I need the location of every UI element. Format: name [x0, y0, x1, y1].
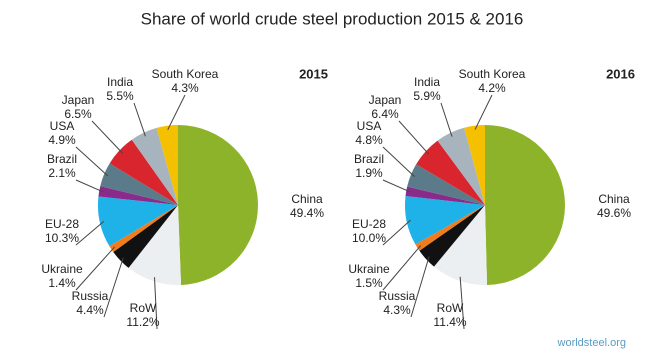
leader-line [154, 277, 158, 330]
pie-slice [156, 125, 178, 205]
leader-line [75, 146, 109, 177]
slice-value: 6.4% [371, 107, 399, 121]
slice-value: 4.8% [355, 133, 383, 147]
slice-label: Japan [62, 93, 95, 107]
pie-slice [100, 163, 178, 205]
pie-slice [405, 195, 485, 245]
slice-value: 10.3% [45, 231, 79, 245]
slice-value: 5.9% [413, 89, 441, 103]
slice-label: USA [357, 119, 382, 133]
pie-slice [434, 205, 488, 285]
slice-value: 2.1% [48, 166, 76, 180]
leader-line [459, 276, 465, 330]
slice-label: RoW [437, 301, 464, 315]
slice-label: Brazil [47, 152, 77, 166]
pie-slice [416, 140, 485, 205]
leader-line [167, 94, 186, 130]
source: worldsteel.org [557, 337, 626, 349]
leader-line [382, 219, 411, 246]
leader-line [75, 246, 115, 291]
slice-label: India [107, 75, 133, 89]
leader-line [382, 146, 415, 177]
slice-value: 6.5% [64, 107, 92, 121]
leader-line [382, 245, 422, 291]
pie-slice [131, 127, 178, 205]
slice-label: EU-28 [45, 217, 79, 231]
pie-slice [98, 186, 178, 205]
leader-line [75, 220, 105, 246]
slice-label: Brazil [354, 152, 384, 166]
pie-slice [485, 125, 565, 285]
slice-value: 1.5% [355, 276, 383, 290]
pie-slice [415, 205, 485, 251]
slice-label: China [598, 192, 630, 206]
slice-label: Russia [72, 289, 109, 303]
leader-line [91, 120, 123, 154]
slice-value: 49.6% [597, 206, 631, 220]
slice-value: 4.9% [48, 133, 76, 147]
slice-value: 4.3% [171, 81, 199, 95]
pie-slice [178, 125, 258, 285]
leader-line [133, 102, 146, 137]
slice-label: South Korea [152, 67, 219, 81]
pie-slice [419, 205, 485, 267]
slice-label: India [414, 75, 440, 89]
slice-label: China [291, 192, 323, 206]
pie-slice [437, 127, 485, 205]
pie-slice [405, 186, 485, 205]
slice-label: EU-28 [352, 217, 386, 231]
slice-label: South Korea [459, 67, 526, 81]
slice-label: Ukraine [41, 262, 83, 276]
leader-line [75, 179, 104, 193]
slice-value: 1.4% [48, 276, 76, 290]
slice-label: Russia [379, 289, 416, 303]
leader-line [474, 94, 493, 130]
slice-value: 11.4% [433, 315, 466, 329]
pie-slice [113, 205, 178, 268]
slice-label: USA [50, 119, 75, 133]
pie-slice [464, 125, 485, 205]
slice-label: Ukraine [348, 262, 390, 276]
slice-value: 4.4% [76, 303, 104, 317]
slice-value: 5.5% [106, 89, 134, 103]
pie-slice [407, 164, 485, 205]
slice-value: 49.4% [290, 206, 324, 220]
chart-title: Share of world crude steel production 20… [141, 9, 524, 28]
slice-label: RoW [130, 301, 157, 315]
slice-value: 11.2% [126, 315, 159, 329]
slice-value: 4.3% [383, 303, 411, 317]
pie-slice [109, 205, 178, 253]
slice-value: 4.2% [478, 81, 506, 95]
slice-label: Japan [369, 93, 402, 107]
leader-line [103, 257, 124, 318]
pie-slice [109, 139, 178, 205]
pie-title: 2016 [606, 66, 635, 81]
leader-line [410, 256, 430, 318]
slice-value: 1.9% [355, 166, 383, 180]
slice-value: 10.0% [352, 231, 386, 245]
pie-slice [128, 205, 182, 285]
leader-line [440, 102, 453, 137]
pie-title: 2015 [299, 66, 328, 81]
leader-line [382, 179, 411, 193]
pie-slice [98, 196, 178, 247]
leader-line [398, 120, 429, 155]
